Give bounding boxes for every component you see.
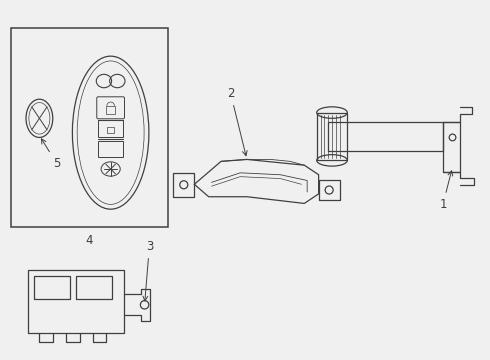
Bar — [106, 106, 116, 113]
Text: 4: 4 — [86, 234, 94, 247]
Text: 1: 1 — [439, 171, 453, 211]
Bar — [107, 127, 115, 133]
Text: 2: 2 — [227, 87, 247, 156]
Bar — [11, 28, 169, 227]
Text: 3: 3 — [143, 240, 153, 301]
Text: 5: 5 — [42, 139, 60, 170]
